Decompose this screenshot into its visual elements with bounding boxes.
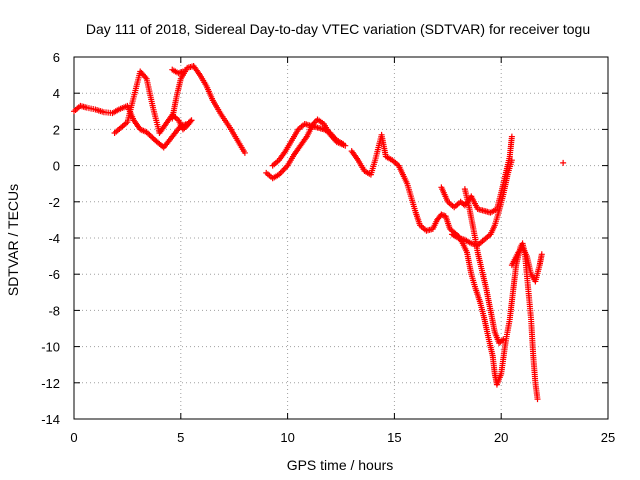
series-11 [560,159,567,166]
y-tick-label: 2 [53,122,60,137]
x-tick-label: 10 [280,430,294,445]
grid-lines [74,57,608,419]
series-1 [111,68,195,137]
data-point [149,134,156,141]
data-point [179,68,186,75]
series-9 [461,186,507,346]
data-point [500,336,507,343]
data-point [188,117,195,124]
y-tick-label: -6 [48,267,60,282]
data-point [187,118,194,125]
y-tick-label: -14 [41,412,60,427]
x-tick-label: 0 [70,430,77,445]
y-tick-label: -12 [41,376,60,391]
data-point [241,149,248,156]
x-tick-label: 20 [494,430,508,445]
series-8 [449,157,515,249]
x-tick-label: 5 [177,430,184,445]
chart-title: Day 111 of 2018, Sidereal Day-to-day VTE… [86,21,590,37]
y-tick-label: -8 [48,303,60,318]
data-point [538,251,545,258]
data-point [560,159,567,166]
y-tick-label: -10 [41,340,60,355]
y-tick-label: 0 [53,159,60,174]
series-5 [269,120,347,169]
series-7 [438,133,515,216]
y-tick-label: 6 [53,50,60,65]
y-tick-label: 4 [53,86,60,101]
y-tick-label: -2 [48,195,60,210]
data-point [340,140,347,147]
series-3 [169,66,186,77]
data-point [147,133,154,140]
data-point [534,396,541,403]
data-point [508,157,515,164]
x-tick-label: 25 [601,430,615,445]
y-tick-label: -4 [48,231,60,246]
series-10 [508,244,545,285]
x-tick-label: 15 [387,430,401,445]
y-axis-label: SDTVAR / TECUs [5,184,21,296]
data-point [146,131,153,138]
data-point [508,133,515,140]
data-points [71,63,567,403]
x-axis-label: GPS time / hours [287,457,394,473]
